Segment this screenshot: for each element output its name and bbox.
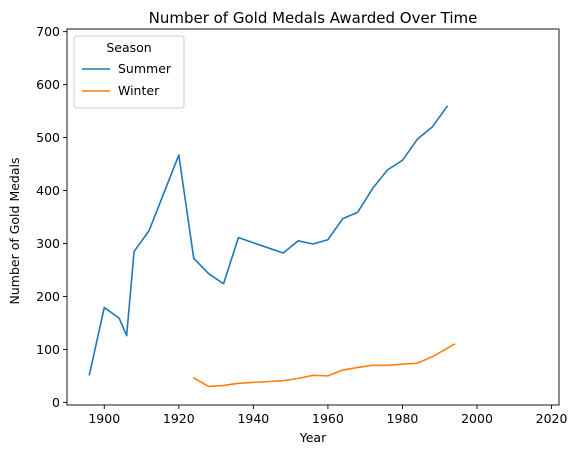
series-line-summer bbox=[88, 105, 448, 376]
legend-box bbox=[73, 35, 185, 109]
x-tick-label-1960: 1960 bbox=[312, 411, 344, 426]
x-tick-label-1980: 1980 bbox=[387, 411, 419, 426]
y-tick-label-700: 700 bbox=[36, 24, 60, 39]
x-axis-label: Year bbox=[299, 430, 327, 445]
x-tick-label-2020: 2020 bbox=[536, 411, 568, 426]
series-line-winter bbox=[192, 343, 456, 388]
legend-label-summer: Summer bbox=[118, 61, 172, 76]
legend-label-winter: Winter bbox=[118, 83, 160, 98]
y-tick-label-400: 400 bbox=[36, 183, 60, 198]
x-tick-label-1940: 1940 bbox=[237, 411, 269, 426]
x-tick-label-2000: 2000 bbox=[461, 411, 493, 426]
axes-frame bbox=[66, 28, 560, 406]
y-tick-label-0: 0 bbox=[52, 395, 60, 410]
y-axis-label: Number of Gold Medals bbox=[7, 158, 22, 305]
y-tick-label-100: 100 bbox=[36, 342, 60, 357]
y-tick-label-300: 300 bbox=[36, 236, 60, 251]
y-tick-label-200: 200 bbox=[36, 289, 60, 304]
y-tick-label-500: 500 bbox=[36, 130, 60, 145]
plot-area: 1900 1920 1940 1960 1980 2000 2020 0 100 200 300 40… bbox=[36, 24, 567, 426]
x-tick-label-1920: 1920 bbox=[163, 411, 195, 426]
y-tick-label-600: 600 bbox=[36, 77, 60, 92]
chart-title: Number of Gold Medals Awarded Over Time bbox=[149, 9, 478, 27]
legend-title: Season bbox=[106, 40, 151, 55]
x-tick-label-1900: 1900 bbox=[88, 411, 120, 426]
